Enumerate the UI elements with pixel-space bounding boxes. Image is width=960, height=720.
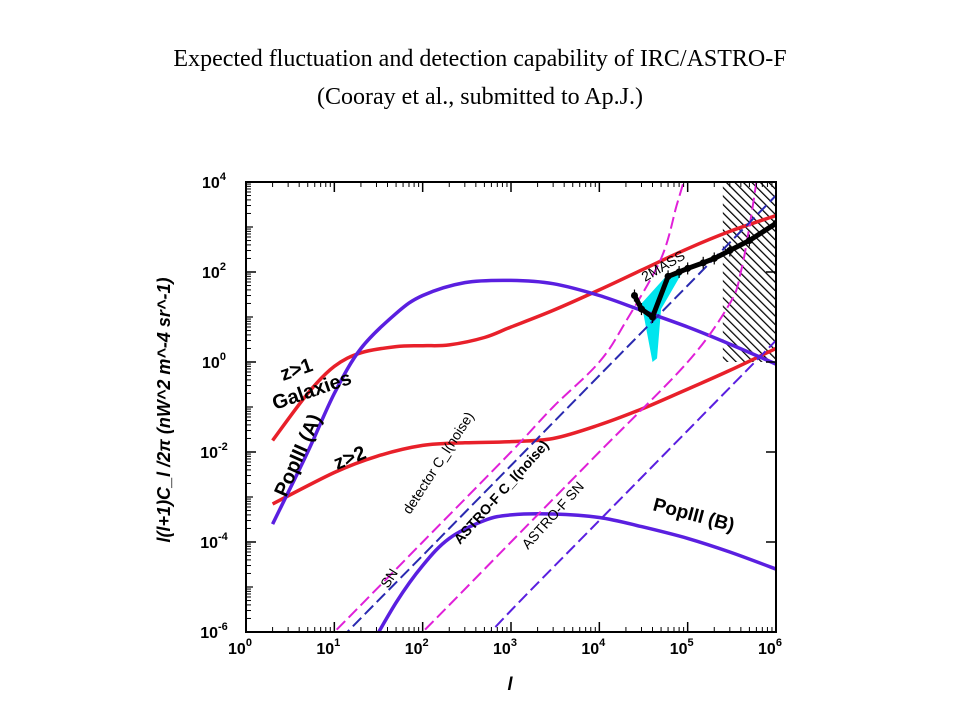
series-3-line — [376, 512, 776, 632]
y-axis-label: l(l+1)C_l /2π (nW^2 m^-4 sr^-1) — [154, 278, 174, 543]
x-tick-label: 104 — [581, 637, 606, 658]
plot-frame — [245, 181, 777, 633]
series-4-line — [332, 182, 685, 632]
label-popiii-a: PopIII (A) — [270, 411, 326, 500]
x-tick-label: 105 — [670, 637, 694, 658]
x-tick-label: 106 — [758, 637, 782, 658]
x-tick-label: 103 — [493, 637, 517, 658]
series-6-line — [489, 339, 776, 632]
series-0-line — [271, 213, 776, 442]
y-tick-label: 104 — [202, 171, 227, 192]
series-8-points — [630, 217, 776, 323]
series-1-line — [271, 346, 776, 506]
label-z-gt-2: z>2 — [331, 442, 370, 475]
y-tick-label: 10-4 — [200, 531, 228, 552]
label-popiii-b: PopIII (B) — [651, 495, 737, 537]
slide-title-line-2: (Cooray et al., submitted to Ap.J.) — [317, 84, 643, 110]
y-tick-label: 10-2 — [200, 441, 228, 462]
axis-ticks: 100 101 102 103 104 105 106 10-6 10-4 10-2 100 102 1… — [200, 171, 782, 658]
series-layer — [271, 182, 776, 632]
y-tick-label: 10-6 — [200, 621, 228, 642]
slide-title-line-1: Expected fluctuation and detection capab… — [173, 46, 787, 72]
series-7-line — [345, 194, 776, 632]
x-axis-label: l — [507, 674, 513, 694]
y-tick-label: 102 — [202, 261, 226, 282]
cyan-region — [641, 270, 684, 362]
y-tick-label: 100 — [202, 351, 226, 372]
label-detector-noise: detector C_l(noise) — [399, 409, 477, 517]
series-2-line — [271, 278, 776, 525]
x-tick-label: 101 — [316, 637, 340, 658]
series-5-line — [421, 182, 758, 632]
x-tick-label: 102 — [405, 637, 429, 658]
x-tick-label: 100 — [228, 637, 252, 658]
